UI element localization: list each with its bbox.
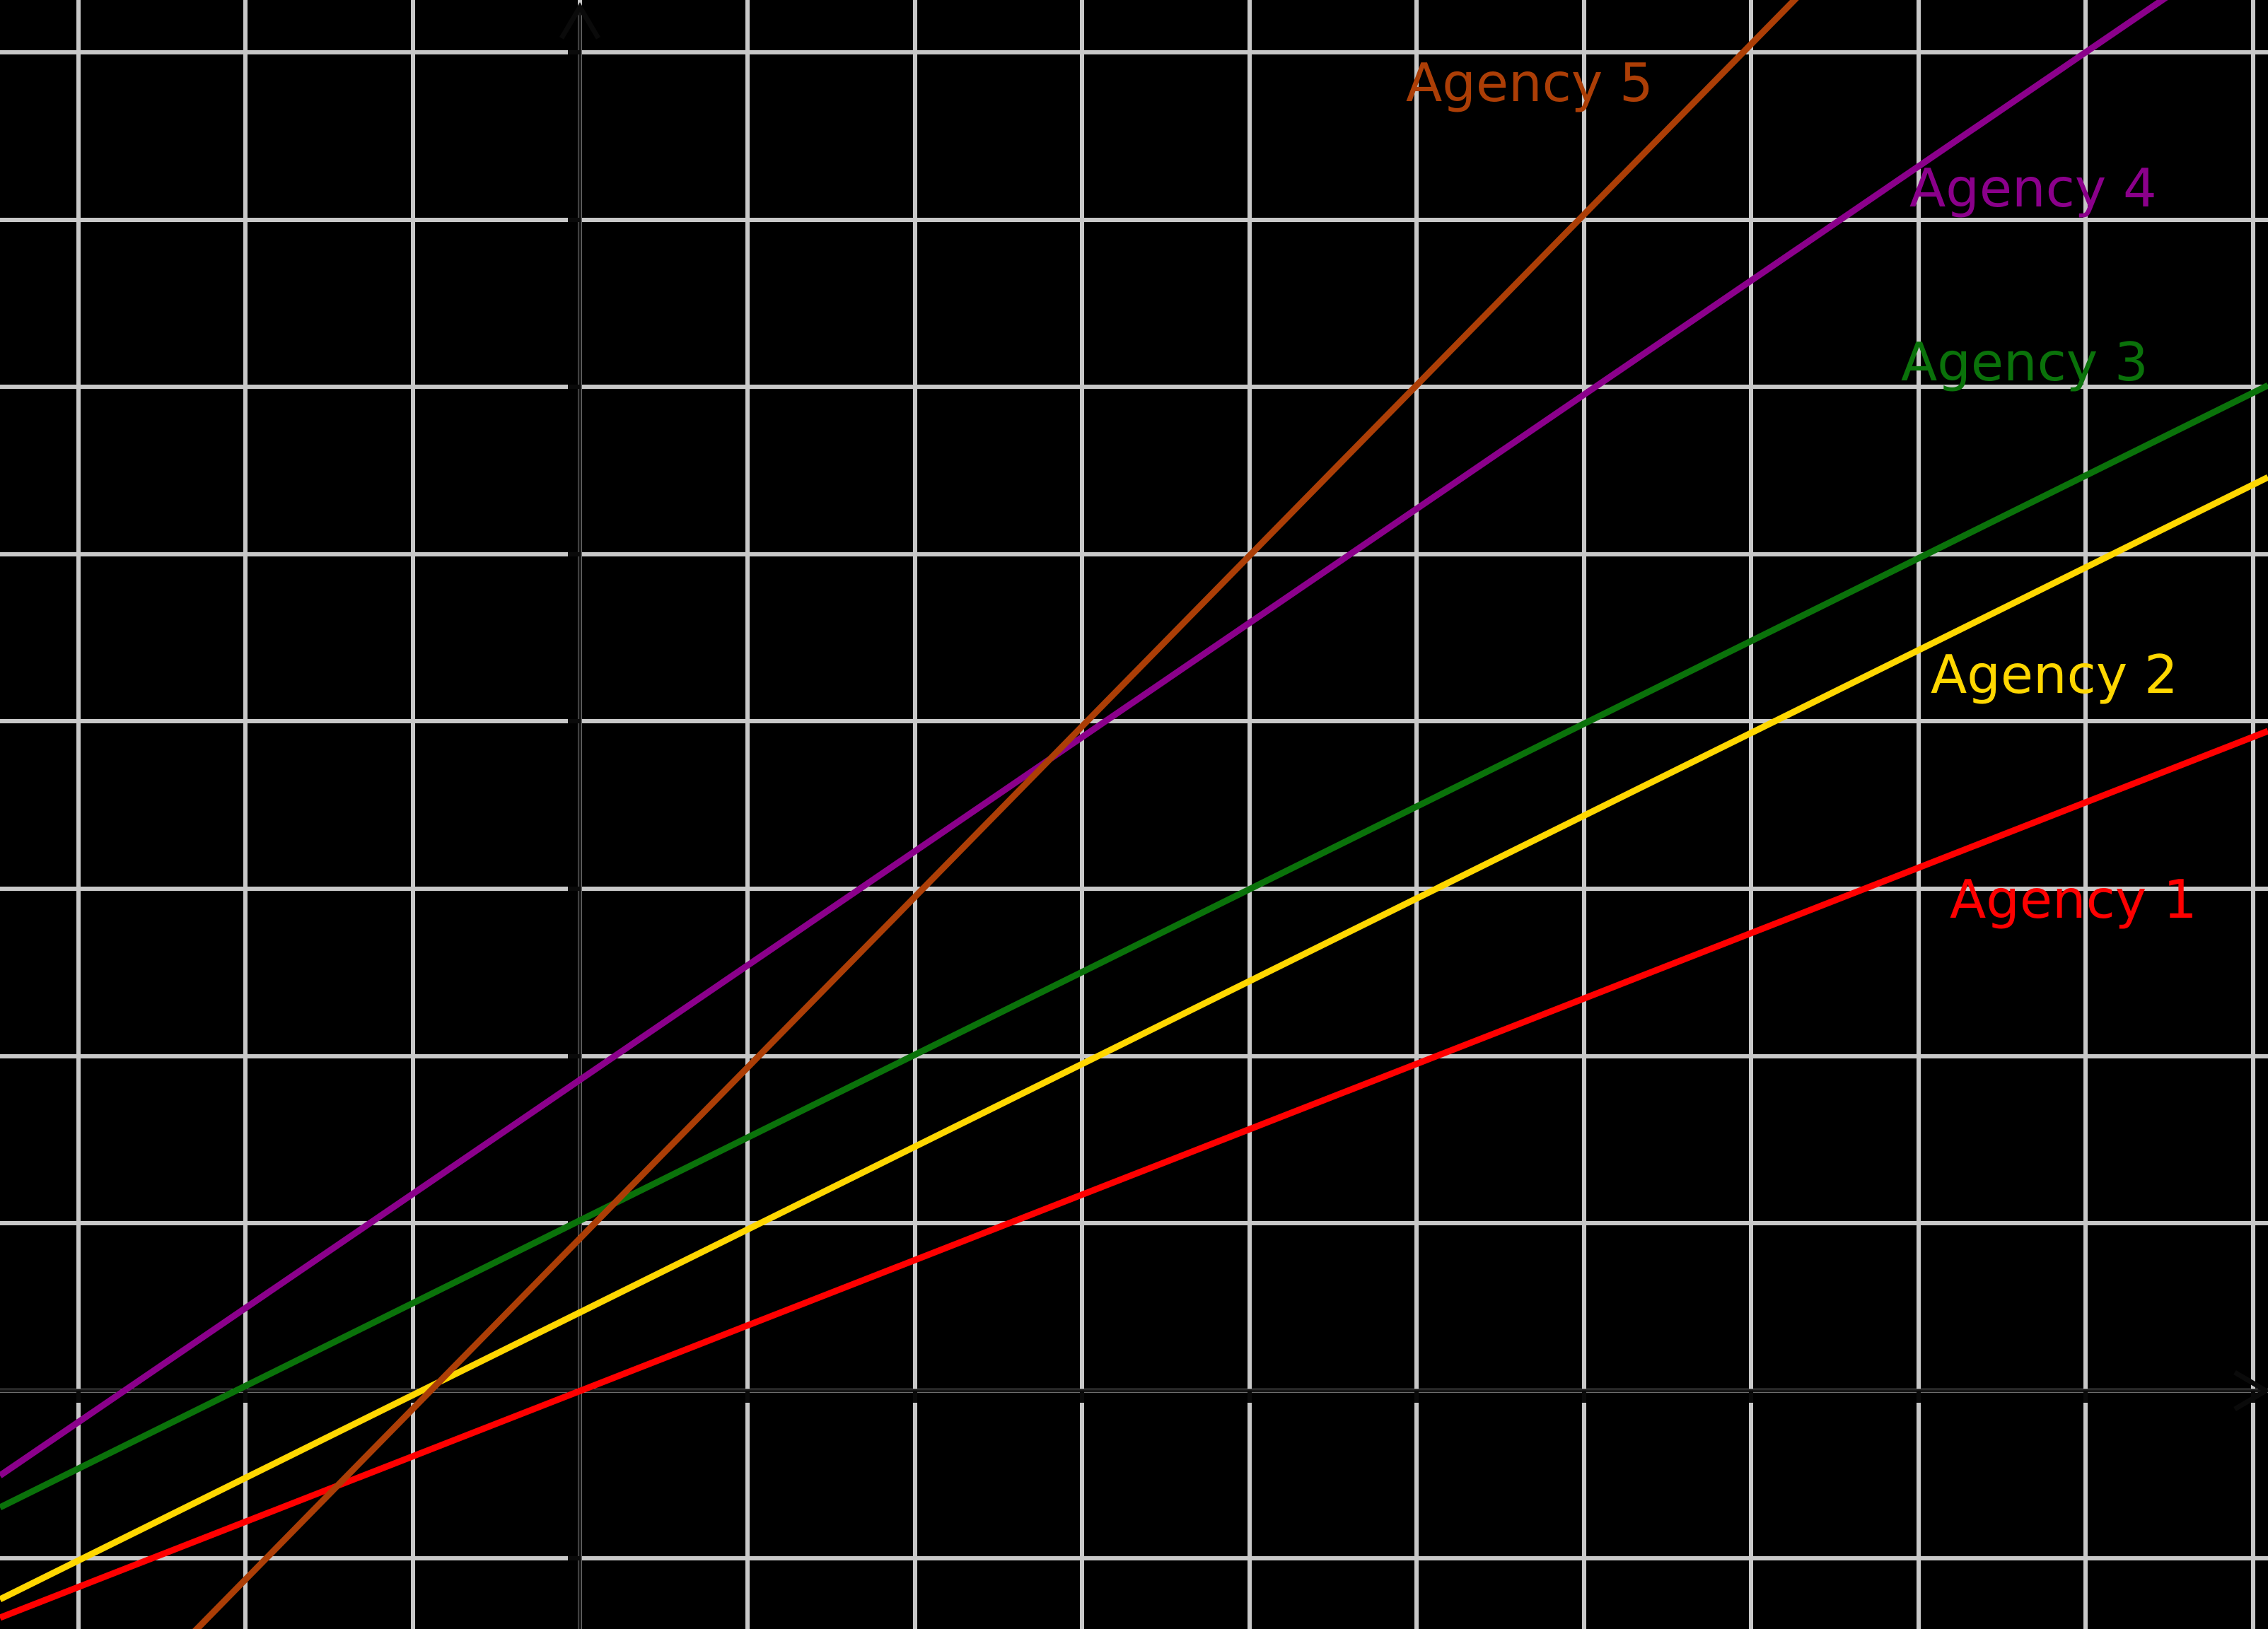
y-axis-arrowhead-icon xyxy=(559,2,601,40)
series-label-agency-4: Agency 4 xyxy=(1909,157,2157,219)
series-label-agency-2: Agency 2 xyxy=(1931,643,2178,706)
series-labels: Agency 5 Agency 4 Agency 3 Agency 2 Agen… xyxy=(1406,52,2197,930)
series-line-agency-4 xyxy=(0,0,2168,1478)
series-label-agency-3: Agency 3 xyxy=(1901,331,2148,393)
series-line-agency-1 xyxy=(0,728,2268,1621)
series-label-agency-1: Agency 1 xyxy=(1950,868,2197,930)
series-line-agency-3 xyxy=(0,382,2268,1511)
series-label-agency-5: Agency 5 xyxy=(1406,52,1653,114)
x-axis-arrowhead-icon xyxy=(2233,1370,2268,1412)
series-line-agency-2 xyxy=(0,474,2268,1603)
